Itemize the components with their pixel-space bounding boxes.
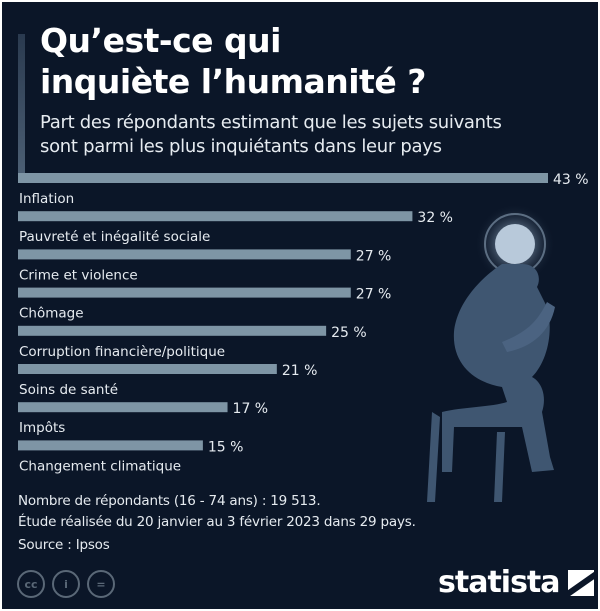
- category-label: Crime et violence: [19, 267, 138, 283]
- value-label: 17 %: [233, 401, 269, 417]
- no-derivatives-icon[interactable]: =: [87, 570, 115, 598]
- bar-6: [18, 402, 228, 413]
- value-label: 27 %: [356, 248, 392, 264]
- bar-0: [18, 173, 548, 183]
- creative-commons-icon[interactable]: cc: [17, 570, 45, 598]
- bar-5: [18, 364, 277, 374]
- brand-name: statista: [438, 565, 561, 600]
- bar-2: [18, 249, 351, 260]
- license-icons: cc i =: [17, 570, 115, 598]
- statista-logo-icon: [567, 569, 594, 596]
- category-label: Soins de santé: [19, 382, 118, 398]
- category-label: Changement climatique: [19, 458, 181, 474]
- value-label: 32 %: [417, 210, 453, 226]
- bar-4: [18, 325, 327, 336]
- subtitle: Part des répondants estimant que les suj…: [40, 111, 502, 159]
- bar-3: [18, 287, 351, 298]
- worried-person-illustration: [427, 204, 555, 502]
- category-label: Impôts: [19, 420, 65, 436]
- category-label: Chômage: [19, 306, 84, 322]
- source-note: Source : Ipsos: [18, 537, 110, 553]
- respondents-note: Nombre de répondants (16 - 74 ans) : 19 …: [18, 493, 321, 509]
- bar-7: [18, 440, 203, 451]
- value-label: 43 %: [553, 172, 589, 188]
- category-label: Inflation: [19, 191, 74, 207]
- bar-1: [18, 211, 413, 222]
- chart-notes: Nombre de répondants (16 - 74 ans) : 19 …: [18, 491, 416, 556]
- statista-logo[interactable]: statista: [438, 565, 594, 600]
- value-label: 21 %: [282, 363, 318, 379]
- attribution-icon[interactable]: i: [52, 570, 80, 598]
- category-label: Pauvreté et inégalité sociale: [19, 229, 210, 245]
- page-title: Qu’est-ce qui inquiète l’humanité ?: [40, 20, 426, 102]
- title-line-1: Qu’est-ce qui: [40, 21, 281, 60]
- value-label: 25 %: [331, 325, 367, 341]
- title-line-2: inquiète l’humanité ?: [40, 62, 426, 101]
- subtitle-line-1: Part des répondants estimant que les suj…: [40, 112, 502, 133]
- subtitle-line-2: sont parmi les plus inquiétants dans leu…: [40, 136, 442, 157]
- title-accent-bar: [18, 34, 25, 180]
- bar-chart: 43 % Inflation 32 % Pauvreté et inégalité s…: [18, 172, 589, 502]
- category-label: Corruption financière/politique: [19, 344, 225, 360]
- value-label: 27 %: [356, 287, 392, 303]
- study-period-note: Étude réalisée du 20 janvier au 3 févrie…: [18, 514, 416, 530]
- value-label: 15 %: [208, 439, 244, 455]
